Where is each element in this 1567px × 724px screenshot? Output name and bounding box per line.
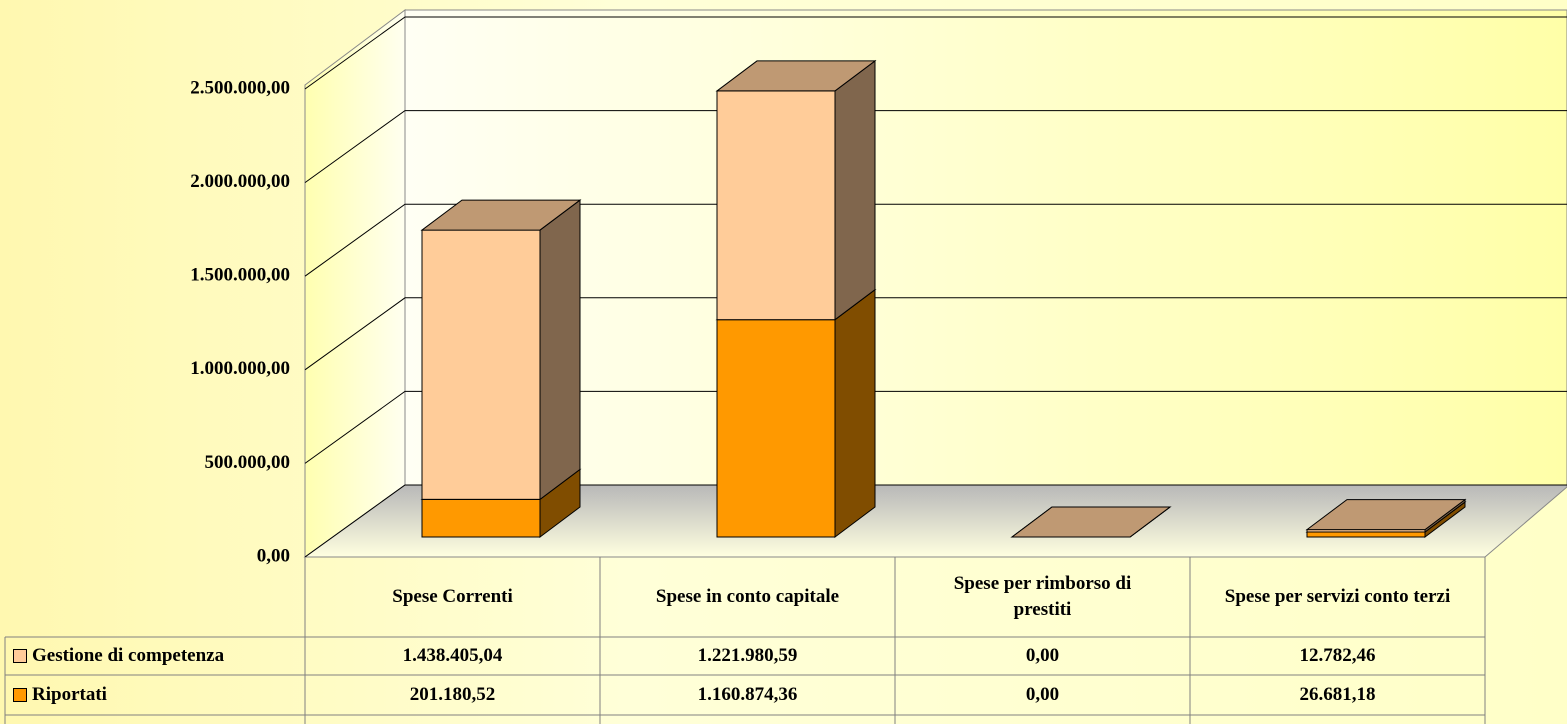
bar-top: [1010, 506, 1172, 538]
bar: [716, 90, 836, 321]
table-value: 1.438.405,04: [402, 645, 503, 667]
bar-top: [1305, 499, 1467, 531]
legend-cell: Riportati: [5, 675, 305, 715]
grid-line: [304, 203, 1567, 277]
bar: [421, 229, 541, 500]
y-tick-label: 2.500.000,00: [190, 77, 290, 98]
legend-label: Gestione di competenza: [32, 645, 225, 667]
table-value: 1.221.980,59: [697, 645, 798, 667]
legend-swatch: [13, 649, 27, 663]
table-value: 12.782,46: [1299, 645, 1376, 667]
bar: [421, 498, 541, 538]
table-value: 0,00: [1025, 684, 1060, 706]
y-tick-label: 2.000.000,00: [190, 171, 290, 192]
category-header: Spese per rimborso di prestiti: [953, 573, 1132, 620]
bar-top: [420, 199, 582, 231]
category-header: Spese in conto capitale: [655, 586, 840, 608]
grid-line: [304, 297, 1567, 371]
legend-cell: Gestione di competenza: [5, 637, 305, 675]
side-wall: [304, 9, 406, 558]
bar: [1306, 531, 1426, 538]
y-tick-label: 500.000,00: [205, 452, 291, 473]
bar-side: [539, 199, 581, 501]
bar: [716, 319, 836, 538]
legend-label: Riportati: [32, 684, 107, 706]
bar-side: [834, 59, 876, 321]
table-value: 201.180,52: [409, 684, 496, 706]
table-value: 26.681,18: [1299, 684, 1376, 706]
legend-swatch: [13, 688, 27, 702]
grid-line: [304, 16, 1567, 90]
grid-line: [304, 390, 1567, 464]
y-tick-label: 1.500.000,00: [190, 265, 290, 286]
y-tick-label: 1.000.000,00: [190, 358, 290, 379]
bar-side: [834, 288, 876, 538]
y-tick-label: 0,00: [257, 545, 290, 566]
bar-top: [715, 60, 877, 92]
grid-line: [304, 484, 1567, 558]
table-value: 1.160.874,36: [697, 684, 798, 706]
table-value: 0,00: [1025, 645, 1060, 667]
grid-line: [304, 110, 1567, 184]
category-header: Spese per servizi conto terzi: [1224, 586, 1451, 608]
category-header: Spese Correnti: [392, 586, 513, 608]
